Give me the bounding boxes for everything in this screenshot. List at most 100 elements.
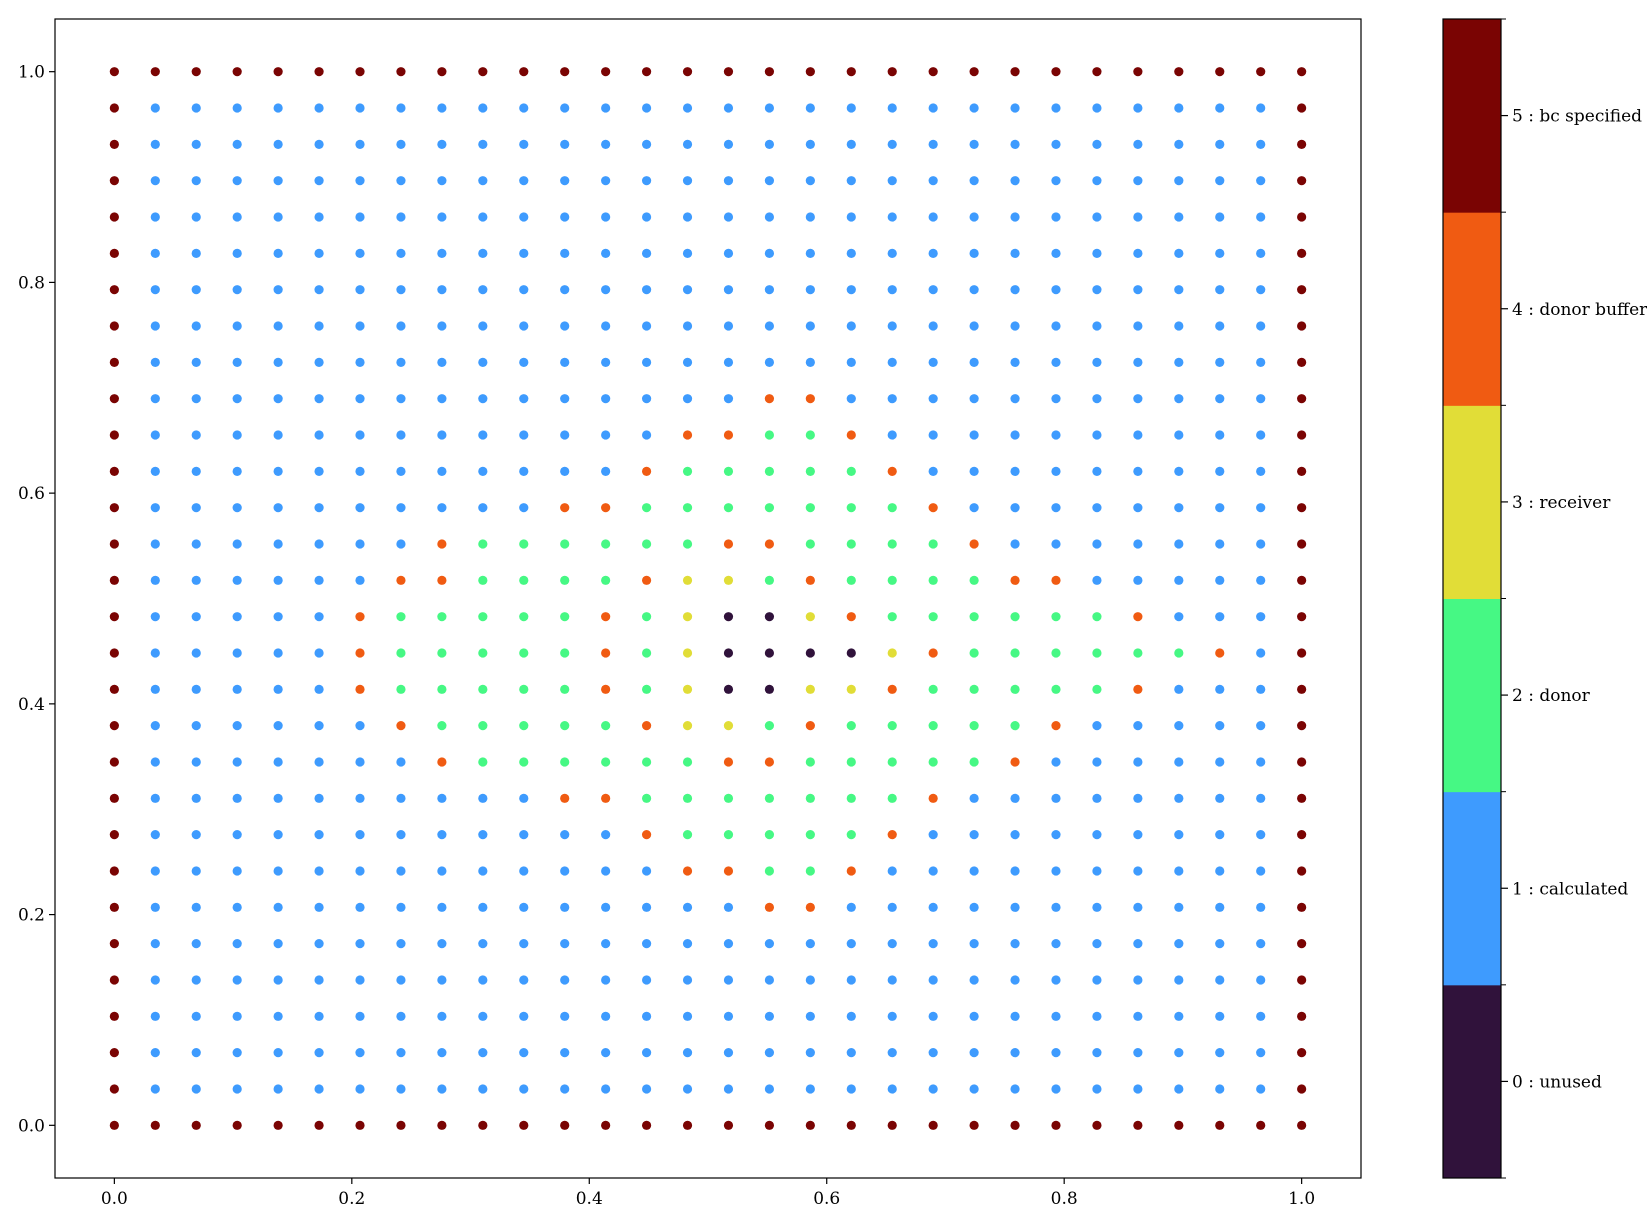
data-point (723, 757, 734, 767)
data-point (1051, 1120, 1061, 1130)
data-point (641, 1084, 652, 1094)
data-point (723, 684, 734, 694)
data-point (1133, 321, 1143, 331)
data-point (150, 1120, 160, 1130)
data-point (1010, 248, 1020, 258)
data-point (191, 394, 201, 404)
data-point (846, 866, 856, 876)
data-point (1010, 793, 1020, 803)
colorbar-segment (1443, 212, 1501, 406)
data-point (1256, 612, 1266, 622)
data-point (560, 139, 570, 149)
data-point (560, 939, 570, 949)
data-point (601, 830, 611, 840)
data-point (478, 176, 488, 186)
data-point (1256, 757, 1266, 767)
data-point (478, 612, 488, 622)
data-point (109, 321, 119, 331)
data-point (723, 357, 734, 367)
y-tick-label: 0.6 (18, 484, 45, 504)
data-point (150, 939, 160, 949)
data-point (519, 612, 529, 622)
data-point (805, 721, 815, 731)
data-point (232, 757, 242, 767)
data-point (273, 757, 283, 767)
data-point (723, 830, 734, 840)
data-point (560, 430, 570, 440)
data-point (764, 321, 775, 331)
data-point (109, 1048, 119, 1058)
data-point (1051, 321, 1061, 331)
data-point (1051, 866, 1061, 876)
data-point (969, 612, 979, 622)
data-point (682, 939, 693, 949)
data-point (314, 866, 324, 876)
data-point (764, 1120, 775, 1130)
x-tick-label: 0.2 (338, 1189, 365, 1209)
data-point (437, 248, 447, 258)
data-point (641, 1120, 652, 1130)
data-point (314, 830, 324, 840)
data-point (1133, 212, 1143, 222)
data-point (478, 394, 488, 404)
data-point (805, 1048, 815, 1058)
data-point (682, 539, 693, 549)
data-point (396, 248, 406, 258)
data-point (191, 612, 201, 622)
data-point (1133, 939, 1143, 949)
data-point (191, 830, 201, 840)
data-point (437, 1048, 447, 1058)
data-point (723, 139, 734, 149)
data-point (1174, 684, 1184, 694)
data-point (682, 394, 693, 404)
data-point (396, 1011, 406, 1021)
data-point (1010, 321, 1020, 331)
data-point (1010, 1120, 1020, 1130)
data-point (805, 139, 815, 149)
data-point (641, 285, 652, 295)
data-point (846, 357, 856, 367)
data-point (437, 1120, 447, 1130)
data-point (109, 394, 119, 404)
data-point (191, 939, 201, 949)
data-point (723, 248, 734, 258)
data-point (641, 466, 652, 476)
data-point (478, 757, 488, 767)
data-point (1215, 1084, 1225, 1094)
data-point (191, 975, 201, 985)
data-point (478, 684, 488, 694)
data-point (232, 139, 242, 149)
data-point (109, 176, 119, 186)
data-point (764, 612, 775, 622)
data-point (846, 466, 856, 476)
data-point (437, 539, 447, 549)
data-point (1256, 212, 1266, 222)
data-point (723, 103, 734, 113)
data-point (846, 1048, 856, 1058)
data-point (191, 321, 201, 331)
data-point (846, 321, 856, 331)
data-point (191, 1084, 201, 1094)
data-point (519, 539, 529, 549)
data-point (969, 1011, 979, 1021)
data-point (723, 975, 734, 985)
data-point (1051, 757, 1061, 767)
data-point (641, 866, 652, 876)
data-point (1051, 1084, 1061, 1094)
data-point (1051, 1011, 1061, 1021)
data-point (478, 866, 488, 876)
data-point (519, 975, 529, 985)
data-point (1174, 1084, 1184, 1094)
data-point (1051, 212, 1061, 222)
data-point (232, 103, 242, 113)
data-point (887, 793, 897, 803)
data-point (1133, 648, 1143, 658)
data-point (1297, 612, 1307, 622)
data-point (273, 539, 283, 549)
data-point (519, 357, 529, 367)
data-point (641, 793, 652, 803)
data-point (846, 503, 856, 513)
data-point (478, 357, 488, 367)
data-point (519, 939, 529, 949)
x-tick-label: 0.6 (813, 1189, 840, 1209)
